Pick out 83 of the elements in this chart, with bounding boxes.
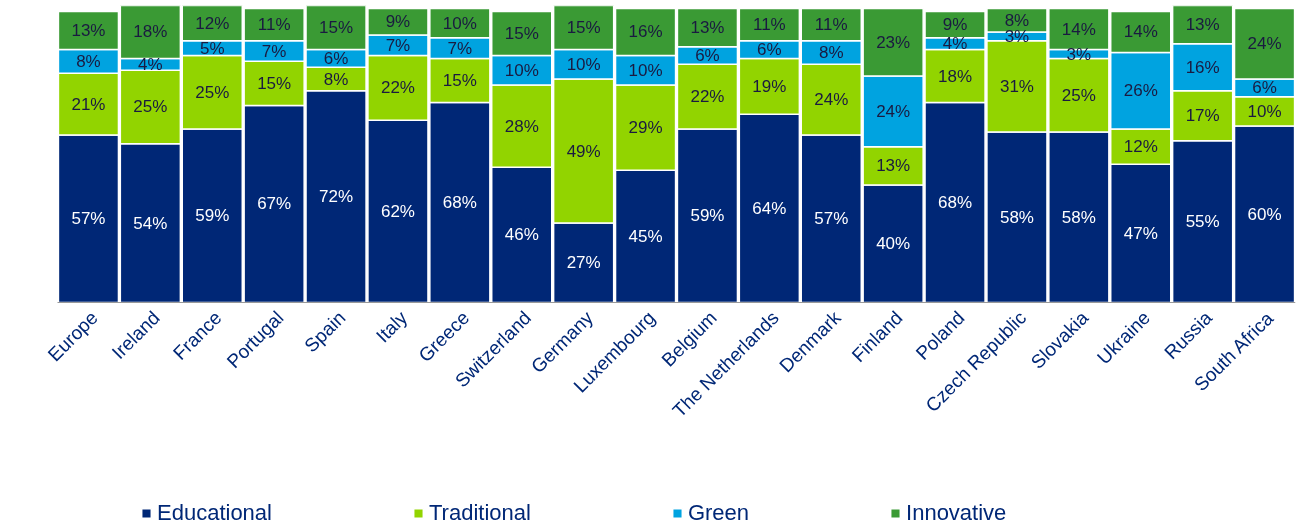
- data-label: 25%: [195, 82, 230, 102]
- data-label: 12%: [1123, 137, 1158, 157]
- data-label: 49%: [566, 141, 601, 161]
- data-label: 16%: [1185, 57, 1220, 77]
- data-label: 58%: [1061, 207, 1096, 227]
- data-label: 24%: [1247, 34, 1282, 54]
- data-label: 57%: [814, 209, 849, 229]
- legend-label: Innovative: [906, 500, 1007, 526]
- data-label: 15%: [566, 18, 601, 38]
- data-label: 10%: [628, 60, 663, 80]
- legend-label: Educational: [157, 500, 272, 526]
- data-label: 15%: [257, 73, 292, 93]
- data-label: 40%: [876, 234, 911, 254]
- legend-label: Traditional: [428, 500, 531, 526]
- x-tick-label: Italy: [371, 306, 412, 347]
- data-label: 57%: [71, 209, 106, 229]
- data-label: 72%: [319, 187, 354, 207]
- data-label: 59%: [195, 206, 230, 226]
- data-label: 8%: [323, 69, 349, 89]
- data-label: 5%: [199, 38, 225, 58]
- data-label: 29%: [628, 118, 663, 138]
- data-label: 13%: [71, 21, 106, 40]
- data-label: 6%: [695, 45, 720, 65]
- data-label: 15%: [319, 18, 354, 38]
- data-label: 67%: [257, 194, 292, 214]
- data-label: 27%: [566, 253, 601, 273]
- data-label: 7%: [447, 38, 473, 58]
- data-label: 10%: [566, 54, 601, 74]
- data-label: 6%: [1252, 78, 1277, 98]
- data-label: 10%: [1247, 101, 1282, 121]
- data-label: 24%: [814, 90, 849, 110]
- data-label: 23%: [876, 32, 911, 52]
- data-label: 11%: [814, 15, 848, 35]
- data-label: 6%: [323, 48, 349, 68]
- data-label: 8%: [1004, 10, 1030, 30]
- data-label: 31%: [999, 76, 1034, 96]
- data-label: 58%: [999, 207, 1034, 227]
- data-label: 55%: [1185, 212, 1220, 232]
- data-label: 8%: [818, 43, 844, 63]
- data-label: 28%: [504, 116, 539, 136]
- data-label: 45%: [628, 226, 663, 246]
- data-label: 10%: [504, 60, 539, 80]
- data-label: 47%: [1123, 223, 1158, 243]
- data-label: 26%: [1123, 81, 1158, 101]
- data-label: 24%: [876, 101, 911, 121]
- data-label: 10%: [442, 13, 477, 33]
- data-label: 19%: [752, 76, 787, 96]
- data-label: 17%: [1185, 106, 1220, 126]
- data-label: 6%: [757, 40, 782, 60]
- data-label: 15%: [504, 23, 539, 43]
- data-label: 12%: [195, 13, 230, 33]
- legend-label: Green: [687, 500, 750, 526]
- data-label: 46%: [504, 225, 539, 245]
- data-label: 4%: [138, 54, 163, 74]
- data-label: 7%: [261, 41, 287, 61]
- data-label: 11%: [257, 15, 291, 35]
- data-label: 54%: [133, 213, 168, 233]
- data-label: 22%: [380, 78, 415, 98]
- data-label: 4%: [942, 34, 968, 54]
- data-label: 18%: [133, 22, 168, 42]
- data-label: 9%: [385, 12, 411, 32]
- data-label: 68%: [938, 193, 973, 213]
- data-label: 21%: [71, 94, 106, 114]
- data-label: 11%: [752, 15, 786, 35]
- data-label: 18%: [938, 66, 973, 86]
- data-label: 14%: [1123, 22, 1158, 42]
- data-label: 64%: [752, 198, 787, 218]
- data-label: 9%: [942, 15, 968, 35]
- data-label: 16%: [628, 22, 663, 42]
- data-label: 59%: [690, 206, 725, 226]
- data-label: 8%: [76, 51, 101, 71]
- data-label: 68%: [442, 193, 477, 213]
- data-label: 15%: [442, 70, 477, 90]
- data-label: 13%: [876, 156, 911, 176]
- data-label: 14%: [1061, 19, 1096, 39]
- data-label: 25%: [133, 97, 168, 117]
- data-label: 22%: [690, 87, 725, 107]
- data-label: 25%: [1061, 85, 1096, 105]
- data-label: 62%: [380, 201, 415, 221]
- data-label: 60%: [1247, 204, 1282, 224]
- data-label: 13%: [690, 18, 725, 38]
- data-label: 7%: [385, 35, 411, 55]
- data-label: 13%: [1185, 15, 1220, 35]
